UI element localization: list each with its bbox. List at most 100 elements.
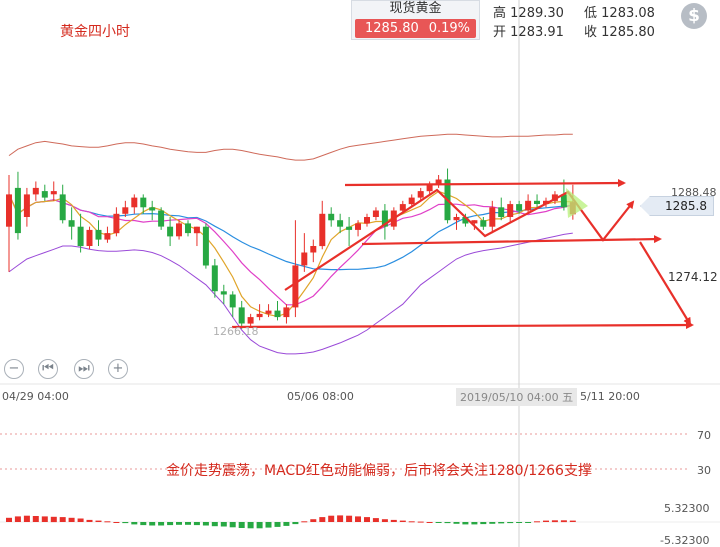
- candle-body: [68, 220, 75, 227]
- macd-bar: [480, 522, 487, 525]
- instrument-name: 现货黄金: [389, 1, 442, 16]
- current-price-highlight: [566, 188, 588, 218]
- macd-bar: [551, 520, 558, 523]
- macd-bar: [543, 520, 549, 522]
- low-price: 低 1283.08: [584, 2, 655, 21]
- macd-max-label: 5.32300: [664, 502, 710, 515]
- candle: [337, 213, 344, 234]
- candle-body: [122, 207, 129, 214]
- high-value: 1289.30: [510, 6, 564, 21]
- breakdown-arrow: [639, 241, 692, 326]
- candle-body: [534, 200, 540, 204]
- ma-mid-line: [8, 194, 573, 306]
- candle-body: [59, 194, 66, 221]
- candle: [6, 175, 12, 272]
- candle: [516, 200, 523, 214]
- candle-body: [32, 187, 39, 195]
- candle: [140, 194, 147, 214]
- candle-body: [310, 246, 317, 253]
- bollinger-upper-line: [8, 133, 573, 161]
- zoom-in-button[interactable]: +: [108, 359, 128, 379]
- macd-bar: [355, 516, 361, 522]
- macd-bar: [292, 522, 299, 525]
- candle: [59, 184, 66, 224]
- candle-body: [372, 210, 379, 217]
- candle: [498, 197, 505, 221]
- candle: [68, 207, 75, 240]
- candle-body: [202, 226, 209, 266]
- candle-body: [399, 204, 406, 211]
- macd-bar: [516, 522, 523, 523]
- candle-body: [274, 310, 281, 318]
- candle-body: [220, 291, 227, 295]
- zoom-out-button[interactable]: −: [4, 359, 24, 379]
- candle: [310, 239, 317, 263]
- candle: [149, 200, 156, 221]
- dollar-icon[interactable]: $: [681, 3, 707, 29]
- candle: [229, 291, 236, 318]
- macd-bar: [319, 517, 326, 522]
- candle: [41, 184, 48, 201]
- low-label: 低: [584, 6, 598, 21]
- bollinger-bands: [8, 133, 573, 355]
- candle-body: [104, 233, 111, 240]
- candle-body: [543, 200, 549, 204]
- candle: [122, 200, 129, 217]
- candle-body: [337, 220, 344, 227]
- macd-bar: [247, 522, 254, 529]
- open-value: 1283.91: [510, 25, 564, 40]
- candle-body: [185, 223, 191, 234]
- macd-bar: [274, 522, 281, 527]
- candle: [176, 220, 182, 240]
- candle: [381, 204, 388, 240]
- candle: [202, 223, 209, 269]
- ma-long-line: [8, 194, 573, 271]
- macd-bar: [328, 515, 335, 522]
- macd-bar: [238, 522, 245, 528]
- candle-body: [301, 252, 308, 266]
- resistance-arrow: [344, 179, 626, 188]
- macd-bar: [50, 516, 57, 523]
- candle-body: [498, 207, 505, 217]
- macd-bar: [229, 522, 236, 528]
- macd-bar: [86, 519, 93, 522]
- lower-support-arrow: [231, 321, 694, 330]
- close-price: 收 1285.80: [584, 21, 655, 40]
- scroll-left-button[interactable]: ⏮: [38, 359, 58, 379]
- macd-bar: [104, 521, 111, 523]
- candle-body: [453, 217, 460, 221]
- macd-bar: [346, 515, 353, 522]
- price-badge: 1285.80 0.19%: [355, 19, 476, 38]
- zigzag-path-arrow: [284, 188, 635, 291]
- candle-body: [86, 229, 93, 246]
- candle-body: [247, 317, 254, 324]
- candle-body: [462, 217, 469, 224]
- candle-body: [551, 194, 558, 201]
- candle-body: [158, 210, 165, 227]
- macd-bar: [176, 522, 182, 525]
- candle: [211, 258, 218, 298]
- close-value: 1285.80: [601, 25, 655, 40]
- candle: [480, 216, 487, 230]
- macd-bar: [23, 515, 30, 522]
- candle-body: [319, 213, 326, 247]
- candle: [23, 187, 30, 227]
- scroll-right-button[interactable]: ⏭: [74, 359, 94, 379]
- macd-bar: [283, 522, 290, 526]
- current-price: 1285.80: [365, 21, 419, 36]
- candle-body: [364, 217, 370, 224]
- x-tick-label: 04/29 04:00: [2, 390, 69, 403]
- x-tick-label: 5/11 20:00: [580, 390, 640, 403]
- price-highlight-glow: [566, 188, 588, 218]
- candle: [444, 168, 451, 224]
- candle: [283, 304, 290, 324]
- macd-bar: [426, 522, 433, 523]
- candle-body: [131, 197, 138, 208]
- macd-bar: [498, 522, 505, 524]
- analysis-note: 金价走势震荡，MACD红色动能偏弱，后市将会关注1280/1266支撑: [166, 463, 592, 479]
- candle-body: [140, 197, 147, 208]
- macd-bar: [390, 519, 397, 522]
- macd-bar: [525, 522, 532, 523]
- candle: [453, 213, 460, 230]
